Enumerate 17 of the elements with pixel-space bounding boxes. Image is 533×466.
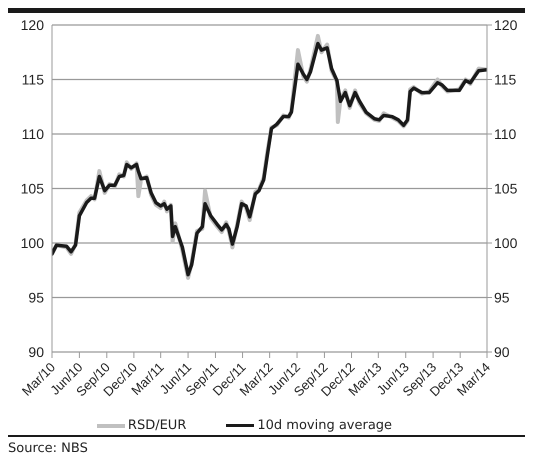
y-tick-label: 90 (28, 344, 44, 360)
y2-tick-label: 115 (494, 71, 517, 88)
source-note: Source: NBS (8, 441, 89, 456)
y-tick-label: 100 (20, 234, 44, 251)
y2-tick-label: 110 (494, 126, 517, 142)
y2-tick-label: 105 (494, 180, 518, 196)
y-tick-label: 110 (22, 126, 44, 142)
y2-tick-label: 120 (494, 16, 518, 33)
y2-tick-label: 95 (494, 289, 510, 306)
legend-label: RSD/EUR (128, 418, 186, 433)
y-tick-label: 120 (20, 16, 44, 33)
y2-tick-label: 90 (494, 344, 510, 360)
y-tick-label: 105 (20, 180, 44, 196)
y2-tick-label: 100 (494, 234, 518, 251)
legend-label: 10d moving average (257, 418, 392, 433)
y-tick-label: 115 (22, 71, 44, 88)
y-tick-label: 95 (28, 289, 44, 306)
